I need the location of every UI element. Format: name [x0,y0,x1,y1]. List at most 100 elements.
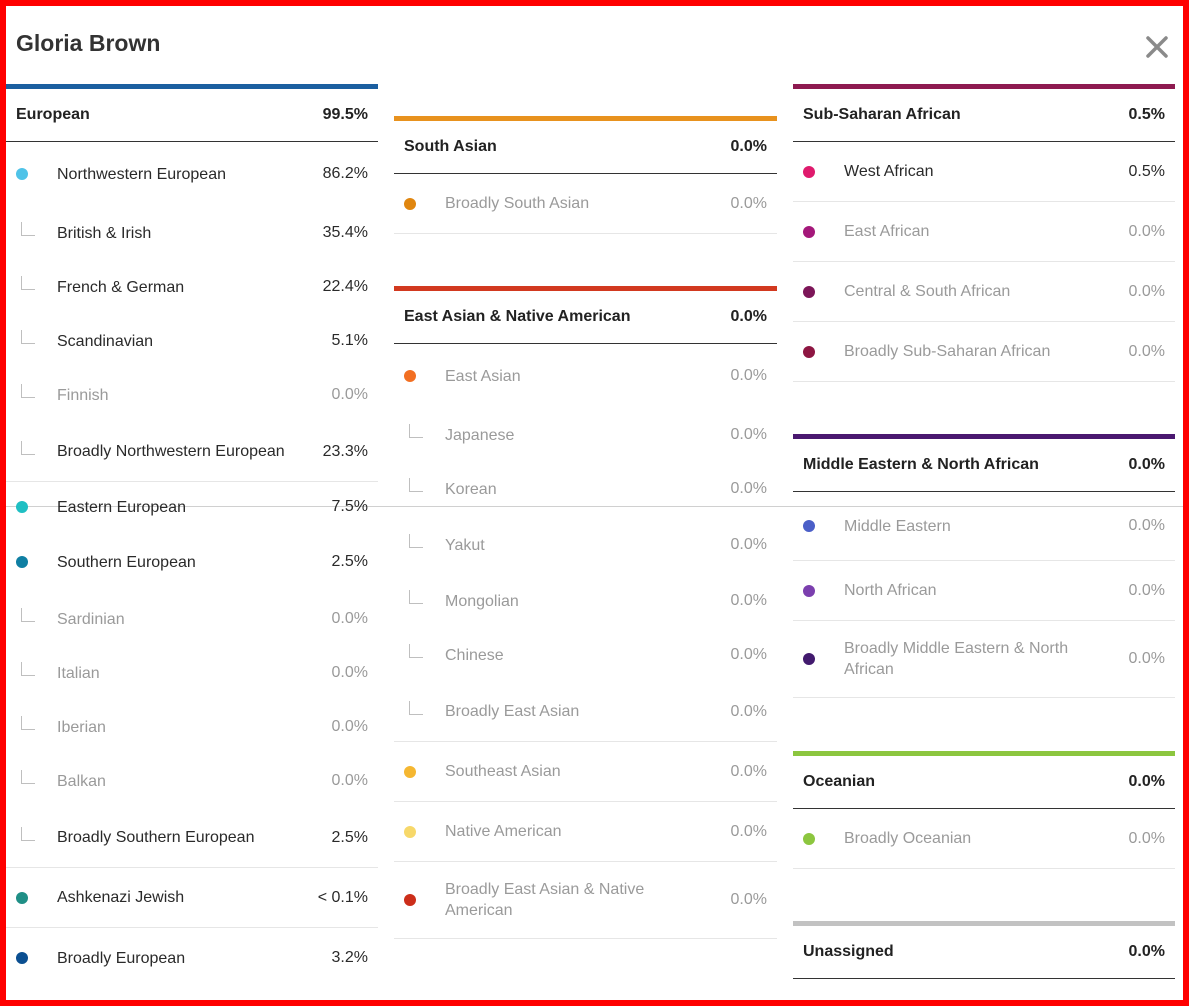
group-header-unassigned[interactable]: Unassigned 0.0% [793,926,1175,979]
population-percent: 23.3% [322,442,368,460]
population-label: Middle Eastern [844,517,951,535]
population-row-broadly-southern-european[interactable]: Broadly Southern European 2.5% [6,808,378,868]
population-row-ashkenazi-jewish[interactable]: Ashkenazi Jewish < 0.1% [6,868,378,928]
group-header-south-asian[interactable]: South Asian 0.0% [394,121,777,174]
color-dot-icon [803,584,815,597]
group-name: Unassigned [803,943,894,960]
group-sub-saharan-african: Sub-Saharan African 0.5% West African 0.5% E… [793,84,1175,382]
population-row-french-and-german[interactable]: French & German 22.4% [6,260,378,314]
population-row-mongolian[interactable]: Mongolian 0.0% [394,574,777,628]
population-row-eastern-european[interactable]: Eastern European 7.5% [6,482,378,532]
population-percent: 2.5% [331,828,368,846]
group-name: Oceanian [803,773,876,790]
population-row-broadly-european[interactable]: Broadly European 3.2% [6,928,378,988]
population-row-korean[interactable]: Korean 0.0% [394,462,777,516]
population-row-italian[interactable]: Italian 0.0% [6,646,378,700]
subregion-connector-icon [21,384,35,398]
population-percent: 0.0% [1128,342,1165,360]
subregion-connector-icon [409,700,423,715]
population-row-northwestern-european[interactable]: Northwestern European 86.2% [6,142,378,206]
population-label: Korean [445,480,497,498]
population-row-east-african[interactable]: East African 0.0% [793,202,1175,262]
population-percent: 0.0% [1128,282,1165,300]
population-row-southeast-asian[interactable]: Southeast Asian 0.0% [394,742,777,802]
subregion-connector-icon [409,590,423,604]
population-row-yakut[interactable]: Yakut 0.0% [394,516,777,574]
color-dot-icon [16,501,28,513]
population-row-southern-european[interactable]: Southern European 2.5% [6,532,378,592]
population-row-broadly-oceanian[interactable]: Broadly Oceanian 0.0% [793,809,1175,869]
group-color-bar [793,434,1175,439]
population-percent: 0.0% [1128,650,1165,667]
group-total: 0.0% [730,138,767,155]
group-name: European [16,106,90,123]
population-label: Southeast Asian [445,763,561,780]
population-row-east-asian[interactable]: East Asian 0.0% [394,344,777,408]
group-unassigned: Unassigned 0.0% [793,921,1175,979]
subregion-connector-icon [21,222,35,236]
group-header-middle-eastern-and-north-african[interactable]: Middle Eastern & North African 0.0% [793,439,1175,492]
group-east-asian-and-native-american: East Asian & Native American 0.0% East Asi… [394,286,777,939]
close-button[interactable] [1140,30,1174,64]
population-percent: 0.0% [331,718,368,735]
population-percent: 0.0% [730,536,767,553]
group-european: European 99.5% Northwestern European 86.2% B… [6,84,378,988]
group-total: 99.5% [322,106,368,123]
scroll-fold-divider [6,506,1183,507]
population-label: Broadly East Asian [445,703,580,720]
population-row-broadly-south-asian[interactable]: Broadly South Asian 0.0% [394,174,777,234]
population-label: Southern European [57,553,196,571]
population-row-middle-eastern[interactable]: Middle Eastern 0.0% [793,492,1175,561]
population-percent: 0.0% [730,367,767,384]
population-row-native-american[interactable]: Native American 0.0% [394,802,777,862]
population-row-chinese[interactable]: Chinese 0.0% [394,628,777,682]
population-label: Broadly Middle Eastern & North African [844,640,1069,678]
population-row-finnish[interactable]: Finnish 0.0% [6,368,378,422]
color-dot-icon [803,653,815,665]
population-percent: 0.0% [730,426,767,443]
group-color-bar [6,84,378,89]
population-row-west-african[interactable]: West African 0.5% [793,142,1175,202]
color-dot-icon [803,345,815,358]
population-row-balkan[interactable]: Balkan 0.0% [6,754,378,808]
population-percent: 0.0% [331,386,368,403]
population-label: French & German [57,278,185,296]
group-header-oceanian[interactable]: Oceanian 0.0% [793,756,1175,809]
population-row-broadly-sub-saharan-african[interactable]: Broadly Sub-Saharan African 0.0% [793,322,1175,382]
population-label: British & Irish [57,224,152,242]
population-percent: 0.0% [730,480,767,497]
group-middle-eastern-and-north-african: Middle Eastern & North African 0.0% Middle… [793,434,1175,698]
population-row-sardinian[interactable]: Sardinian 0.0% [6,592,378,646]
population-row-iberian[interactable]: Iberian 0.0% [6,700,378,754]
population-row-broadly-middle-eastern-and-north-african[interactable]: Broadly Middle Eastern & North African 0.… [793,621,1175,698]
color-dot-icon [803,225,815,238]
population-row-broadly-northwestern-european[interactable]: Broadly Northwestern European 23.3% [6,422,378,482]
population-row-broadly-east-asian-and-native-american[interactable]: Broadly East Asian & Native American 0.0% [394,862,777,939]
group-color-bar [394,286,777,291]
population-percent: 0.0% [730,194,767,212]
color-dot-icon [803,832,815,845]
group-header-sub-saharan-african[interactable]: Sub-Saharan African 0.5% [793,89,1175,142]
population-row-japanese[interactable]: Japanese 0.0% [394,408,777,462]
group-name: South Asian [404,138,497,155]
population-label: Central & South African [844,283,1011,300]
population-label: Broadly Sub-Saharan African [844,343,1051,360]
population-row-british-and-irish[interactable]: British & Irish 35.4% [6,206,378,260]
population-label: Scandinavian [57,332,154,350]
population-percent: 0.0% [331,664,368,681]
population-row-north-african[interactable]: North African 0.0% [793,561,1175,621]
population-row-broadly-east-asian[interactable]: Broadly East Asian 0.0% [394,682,777,742]
subregion-connector-icon [21,440,35,455]
population-label: Italian [57,664,100,682]
population-row-scandinavian[interactable]: Scandinavian 5.1% [6,314,378,368]
population-percent: 22.4% [322,278,368,295]
population-percent: 3.2% [331,949,368,966]
population-row-central-and-south-african[interactable]: Central & South African 0.0% [793,262,1175,322]
subregion-connector-icon [21,826,35,841]
page-title: Gloria Brown [16,30,161,56]
group-header-east-asian-and-native-american[interactable]: East Asian & Native American 0.0% [394,291,777,344]
color-dot-icon [803,165,815,178]
group-total: 0.0% [1128,773,1165,790]
population-label: Broadly South Asian [445,195,590,212]
group-header-european[interactable]: European 99.5% [6,89,378,142]
